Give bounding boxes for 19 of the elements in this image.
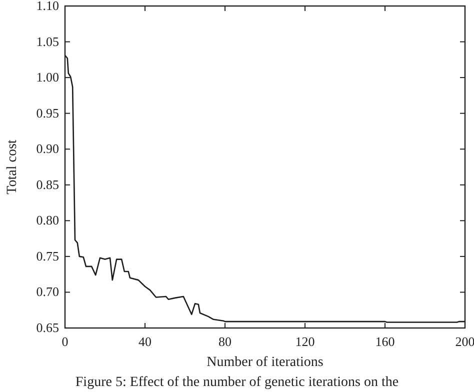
y-tick-label: 1.10 bbox=[36, 0, 59, 13]
y-tick-label: 0.70 bbox=[36, 284, 59, 300]
caption: Figure 5: Effect of the number of genetic iterations on the bbox=[75, 375, 399, 390]
x-tick-label: 120 bbox=[295, 334, 315, 349]
x-tick-label: 0 bbox=[62, 334, 68, 349]
x-tick-label: 40 bbox=[138, 334, 152, 349]
y-tick-label: 0.65 bbox=[36, 320, 59, 335]
y-tick-label: 0.80 bbox=[36, 212, 59, 228]
x-tick-label: 200 bbox=[455, 334, 474, 349]
x-tick-label: 80 bbox=[218, 334, 232, 349]
y-tick-label: 0.85 bbox=[36, 176, 59, 192]
y-tick-label: 1.00 bbox=[36, 70, 59, 85]
y-tick-label: 1.05 bbox=[36, 34, 59, 49]
x-axis-title: Number of iterations bbox=[206, 355, 324, 370]
y-tick-label: 0.75 bbox=[36, 248, 59, 264]
y-tick-label: 0.95 bbox=[36, 105, 59, 120]
y-tick-label: 0.90 bbox=[36, 141, 59, 156]
x-tick-label: 160 bbox=[375, 334, 395, 349]
y-axis-title: Total cost bbox=[5, 140, 20, 194]
